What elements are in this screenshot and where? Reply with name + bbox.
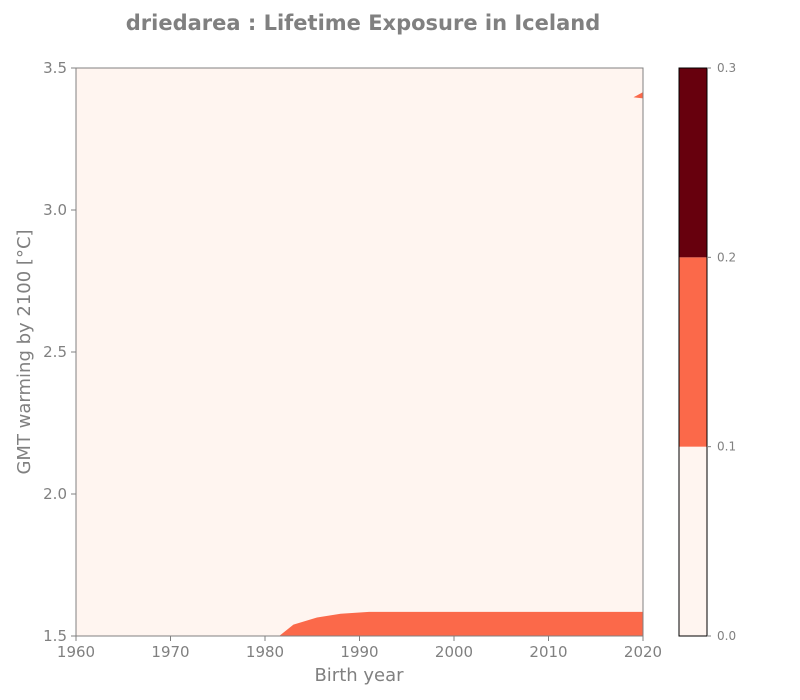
x-tick-label: 1970 bbox=[151, 643, 189, 661]
chart-title: driedarea : Lifetime Exposure in Iceland bbox=[125, 11, 601, 35]
y-tick-label: 3.0 bbox=[43, 201, 67, 219]
heatmap-region-1 bbox=[279, 611, 643, 636]
heatmap-region-2 bbox=[633, 92, 643, 99]
colorbar-segment bbox=[679, 257, 707, 447]
x-tick-label: 2000 bbox=[435, 643, 473, 661]
colorbar-tick-label: 0.2 bbox=[717, 250, 736, 264]
y-tick-label: 2.5 bbox=[43, 343, 67, 361]
colorbar: 0.0 0.1 0.2 0.3 bbox=[678, 61, 736, 643]
x-tick-label: 2010 bbox=[529, 643, 567, 661]
plot-area bbox=[75, 67, 644, 637]
y-tick-label: 3.5 bbox=[43, 59, 67, 77]
x-tick-label: 1960 bbox=[57, 643, 95, 661]
y-tick-label: 2.0 bbox=[43, 485, 67, 503]
x-axis: 1960 1970 1980 1990 2000 2010 2020 bbox=[57, 636, 662, 661]
colorbar-segment bbox=[679, 68, 707, 258]
colorbar-frame bbox=[678, 67, 708, 637]
y-tick-label: 1.5 bbox=[43, 627, 67, 645]
colorbar-tick-label: 0.0 bbox=[717, 629, 736, 643]
y-axis: 1.5 2.0 2.5 3.0 3.5 bbox=[43, 59, 76, 645]
y-axis-label: GMT warming by 2100 [°C] bbox=[14, 229, 35, 474]
heatmap-background bbox=[76, 68, 643, 636]
x-axis-label: Birth year bbox=[314, 665, 404, 686]
x-tick-label: 2020 bbox=[624, 643, 662, 661]
colorbar-tick-label: 0.3 bbox=[717, 61, 736, 75]
x-tick-label: 1980 bbox=[246, 643, 284, 661]
colorbar-tick-label: 0.1 bbox=[717, 440, 736, 454]
colorbar-segment bbox=[679, 446, 707, 636]
x-tick-label: 1990 bbox=[340, 643, 378, 661]
